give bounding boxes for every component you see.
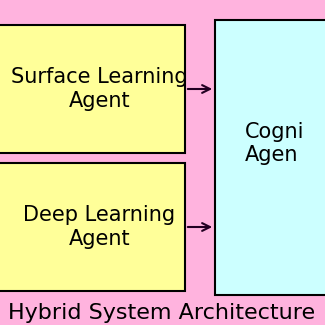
Text: Cogni
Agen: Cogni Agen xyxy=(245,122,305,165)
Bar xyxy=(0,25,185,153)
Text: Deep Learning
Agent: Deep Learning Agent xyxy=(23,205,176,249)
Text: Surface Learning
Agent: Surface Learning Agent xyxy=(11,67,188,110)
Text: Hybrid System Architecture: Hybrid System Architecture xyxy=(8,303,316,323)
Bar xyxy=(215,20,325,295)
Bar xyxy=(0,163,185,291)
